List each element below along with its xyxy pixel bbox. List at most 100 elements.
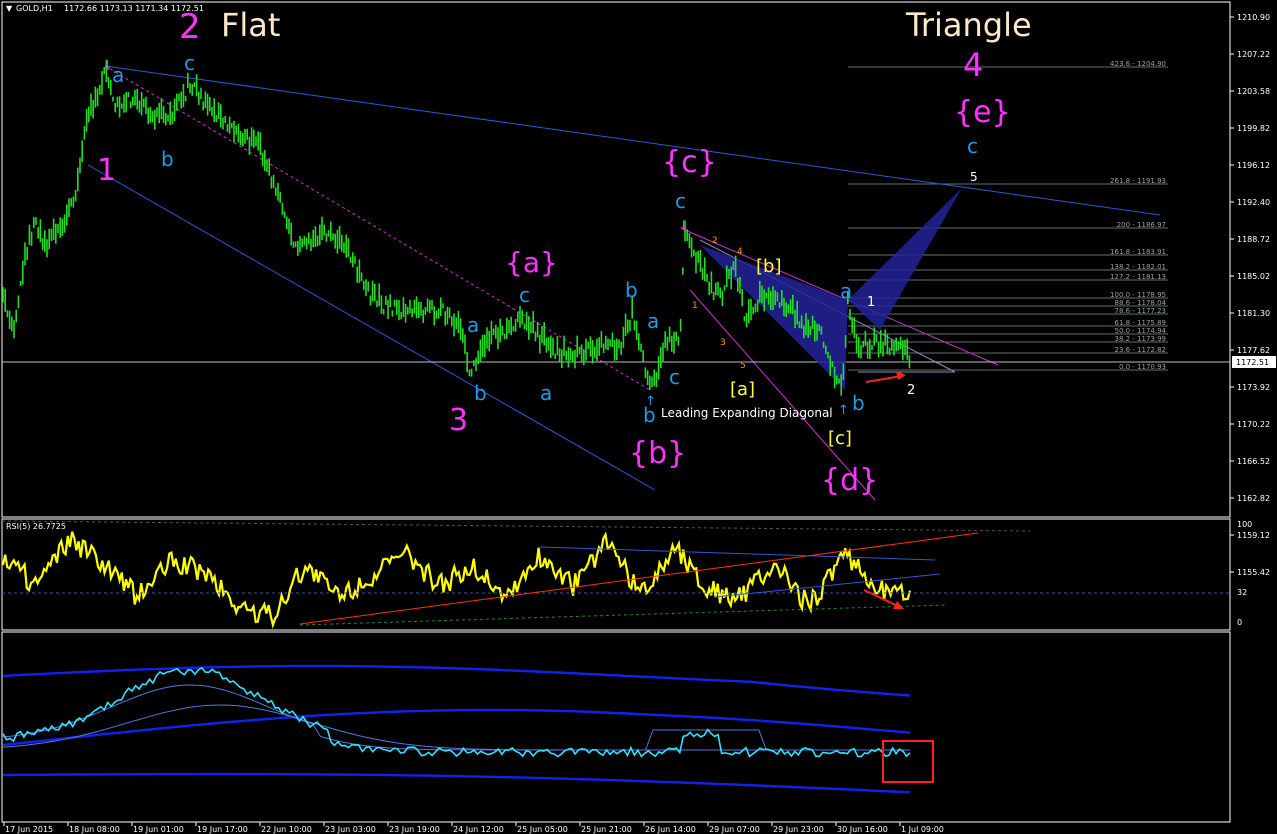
price-tick-label: 1166.52 bbox=[1237, 457, 1270, 466]
top-arrow-icon: ↓ bbox=[102, 59, 113, 74]
price-tick-label: 1162.82 bbox=[1237, 494, 1270, 503]
price-tick-label: 1192.40 bbox=[1237, 198, 1270, 207]
wave-letter: a bbox=[840, 279, 852, 303]
diagonal-upper-line bbox=[684, 229, 999, 366]
fib-label: 88.6 - 1178.04 bbox=[1114, 299, 1166, 307]
fib-label: 161.8 - 1183.91 bbox=[1110, 248, 1166, 256]
wave-letter: c bbox=[675, 189, 686, 213]
rsi-channel-top bbox=[539, 546, 936, 561]
red-arrow-rsi-head bbox=[893, 601, 904, 609]
wave-letter: a bbox=[647, 309, 659, 333]
lower-channel-line bbox=[87, 164, 656, 491]
diag-a-label: [a] bbox=[730, 379, 755, 400]
wave-1-label: 1 bbox=[97, 153, 116, 188]
b-low-arrow-icon: ↑ bbox=[645, 394, 656, 409]
price-tick-label: 1155.42 bbox=[1237, 568, 1270, 577]
diagonal-digit: 2 bbox=[712, 236, 718, 246]
time-tick-label: 23 Jun 19:00 bbox=[389, 825, 440, 834]
fib-label: 138.2 - 1182.01 bbox=[1110, 263, 1166, 271]
price-tick-label: 1173.92 bbox=[1237, 383, 1270, 392]
fib-label: 78.6 - 1177.23 bbox=[1114, 307, 1166, 315]
wave-a-brace-label: {a} bbox=[505, 246, 558, 279]
time-tick-label: 18 Jun 08:00 bbox=[69, 825, 120, 834]
triangle-projection bbox=[848, 188, 962, 330]
time-tick-label: 29 Jun 23:00 bbox=[773, 825, 824, 834]
current-price-box bbox=[1232, 356, 1276, 368]
time-tick-label: 19 Jun 01:00 bbox=[133, 825, 184, 834]
wave-c-top-label: c bbox=[967, 134, 978, 158]
rsi-channel-mid bbox=[714, 573, 941, 598]
price-tick-label: 1203.58 bbox=[1237, 87, 1270, 96]
diag-b-label: [b] bbox=[756, 256, 781, 277]
wave-e-label: {e} bbox=[954, 95, 1011, 130]
rsi-red-trendline bbox=[299, 532, 979, 625]
wave-d-brace-label: {d} bbox=[821, 463, 878, 498]
current-price-label: 1172.51 bbox=[1236, 358, 1269, 367]
price-tick-label: 1188.72 bbox=[1237, 235, 1270, 244]
diagonal-lower-line bbox=[689, 289, 876, 501]
osc-band-bottom bbox=[2, 772, 911, 794]
wave-3-label: 3 bbox=[449, 403, 468, 438]
fib-label: 0.0 - 1170.93 bbox=[1119, 363, 1166, 371]
fib-label: 50.0 - 1174.94 bbox=[1114, 327, 1166, 335]
wave-2-number: 2 bbox=[179, 7, 201, 47]
time-tick-label: 26 Jun 14:00 bbox=[645, 825, 696, 834]
dashed-wave-line bbox=[104, 65, 651, 391]
fib-label: 61.8 - 1175.89 bbox=[1114, 319, 1166, 327]
osc-main-line bbox=[2, 666, 911, 758]
wave-5-label: 5 bbox=[970, 170, 978, 184]
time-tick-label: 24 Jun 12:00 bbox=[453, 825, 504, 834]
wave-letter: b bbox=[852, 391, 865, 415]
osc-envelope-a bbox=[2, 684, 910, 751]
price-tick-label: 1170.22 bbox=[1237, 420, 1270, 429]
fib-label: 127.2 - 1181.13 bbox=[1110, 273, 1166, 281]
wave-letter: c bbox=[184, 51, 195, 75]
red-arrow-price-head bbox=[896, 371, 906, 380]
header-arrow-icon[interactable]: ▼ bbox=[6, 4, 13, 13]
diag-c-label: [c] bbox=[828, 428, 852, 449]
wave-letter: b bbox=[625, 278, 638, 302]
upper-trendline bbox=[104, 65, 1161, 216]
osc-envelope-b bbox=[2, 704, 910, 751]
time-tick-label: 25 Jun 05:00 bbox=[517, 825, 568, 834]
white-2-label: 2 bbox=[907, 383, 915, 398]
price-axis: 1210.90 1207.22 1203.58 1199.82 1196.12 1192.… bbox=[1230, 13, 1270, 577]
osc-band-mid bbox=[2, 708, 911, 747]
diagonal-caption: Leading Expanding Diagonal bbox=[661, 406, 833, 420]
c-low-arrow-icon: ↑ bbox=[838, 403, 849, 418]
price-tick-label: 1199.82 bbox=[1237, 124, 1270, 133]
rsi-tick-label: 100 bbox=[1237, 520, 1252, 529]
flat-label: Flat bbox=[221, 6, 280, 44]
diagonal-digit: 3 bbox=[720, 338, 726, 348]
rsi-tick-label: 0 bbox=[1237, 618, 1242, 627]
diagonal-digit: 1 bbox=[692, 301, 698, 311]
time-axis: 17 Jun 2015 18 Jun 08:00 19 Jun 01:00 19 Ju… bbox=[3, 822, 944, 834]
highlight-box bbox=[882, 740, 934, 783]
rsi-dashed-top bbox=[1, 520, 1031, 532]
rsi-tick-label: 32 bbox=[1237, 588, 1247, 597]
wave-b-brace-label: {b} bbox=[629, 436, 686, 471]
trend-channels bbox=[2, 65, 1230, 501]
wave-letter: c bbox=[519, 283, 530, 307]
wave-letter: b bbox=[643, 403, 656, 427]
c-top-arrow-icon: ↓ bbox=[678, 219, 689, 234]
fib-label: 100.0 - 1178.95 bbox=[1110, 291, 1166, 299]
price-tick-label: 1181.30 bbox=[1237, 309, 1270, 318]
wave-letter: a bbox=[467, 313, 479, 337]
price-panel-frame bbox=[1, 1, 1231, 518]
fib-label: 423.6 - 1204.90 bbox=[1110, 60, 1166, 68]
price-tick-label: 1207.22 bbox=[1237, 50, 1270, 59]
rsi-line bbox=[1, 531, 912, 629]
wave-letter: a bbox=[112, 63, 124, 87]
fib-label: 200 - 1186.97 bbox=[1117, 221, 1166, 229]
time-tick-label: 25 Jun 21:00 bbox=[581, 825, 632, 834]
diagonal-digit: 5 bbox=[740, 361, 746, 371]
diagonal-digit: 4 bbox=[737, 247, 743, 257]
rsi-dashed-bottom bbox=[299, 604, 946, 626]
price-tick-label: 1185.02 bbox=[1237, 272, 1270, 281]
fibonacci-levels: 423.6 - 1204.90 261.8 - 1191.93 200 - 1186… bbox=[848, 60, 1168, 371]
time-tick-label: 17 Jun 2015 bbox=[5, 825, 53, 834]
time-tick-label: 29 Jun 07:00 bbox=[709, 825, 760, 834]
